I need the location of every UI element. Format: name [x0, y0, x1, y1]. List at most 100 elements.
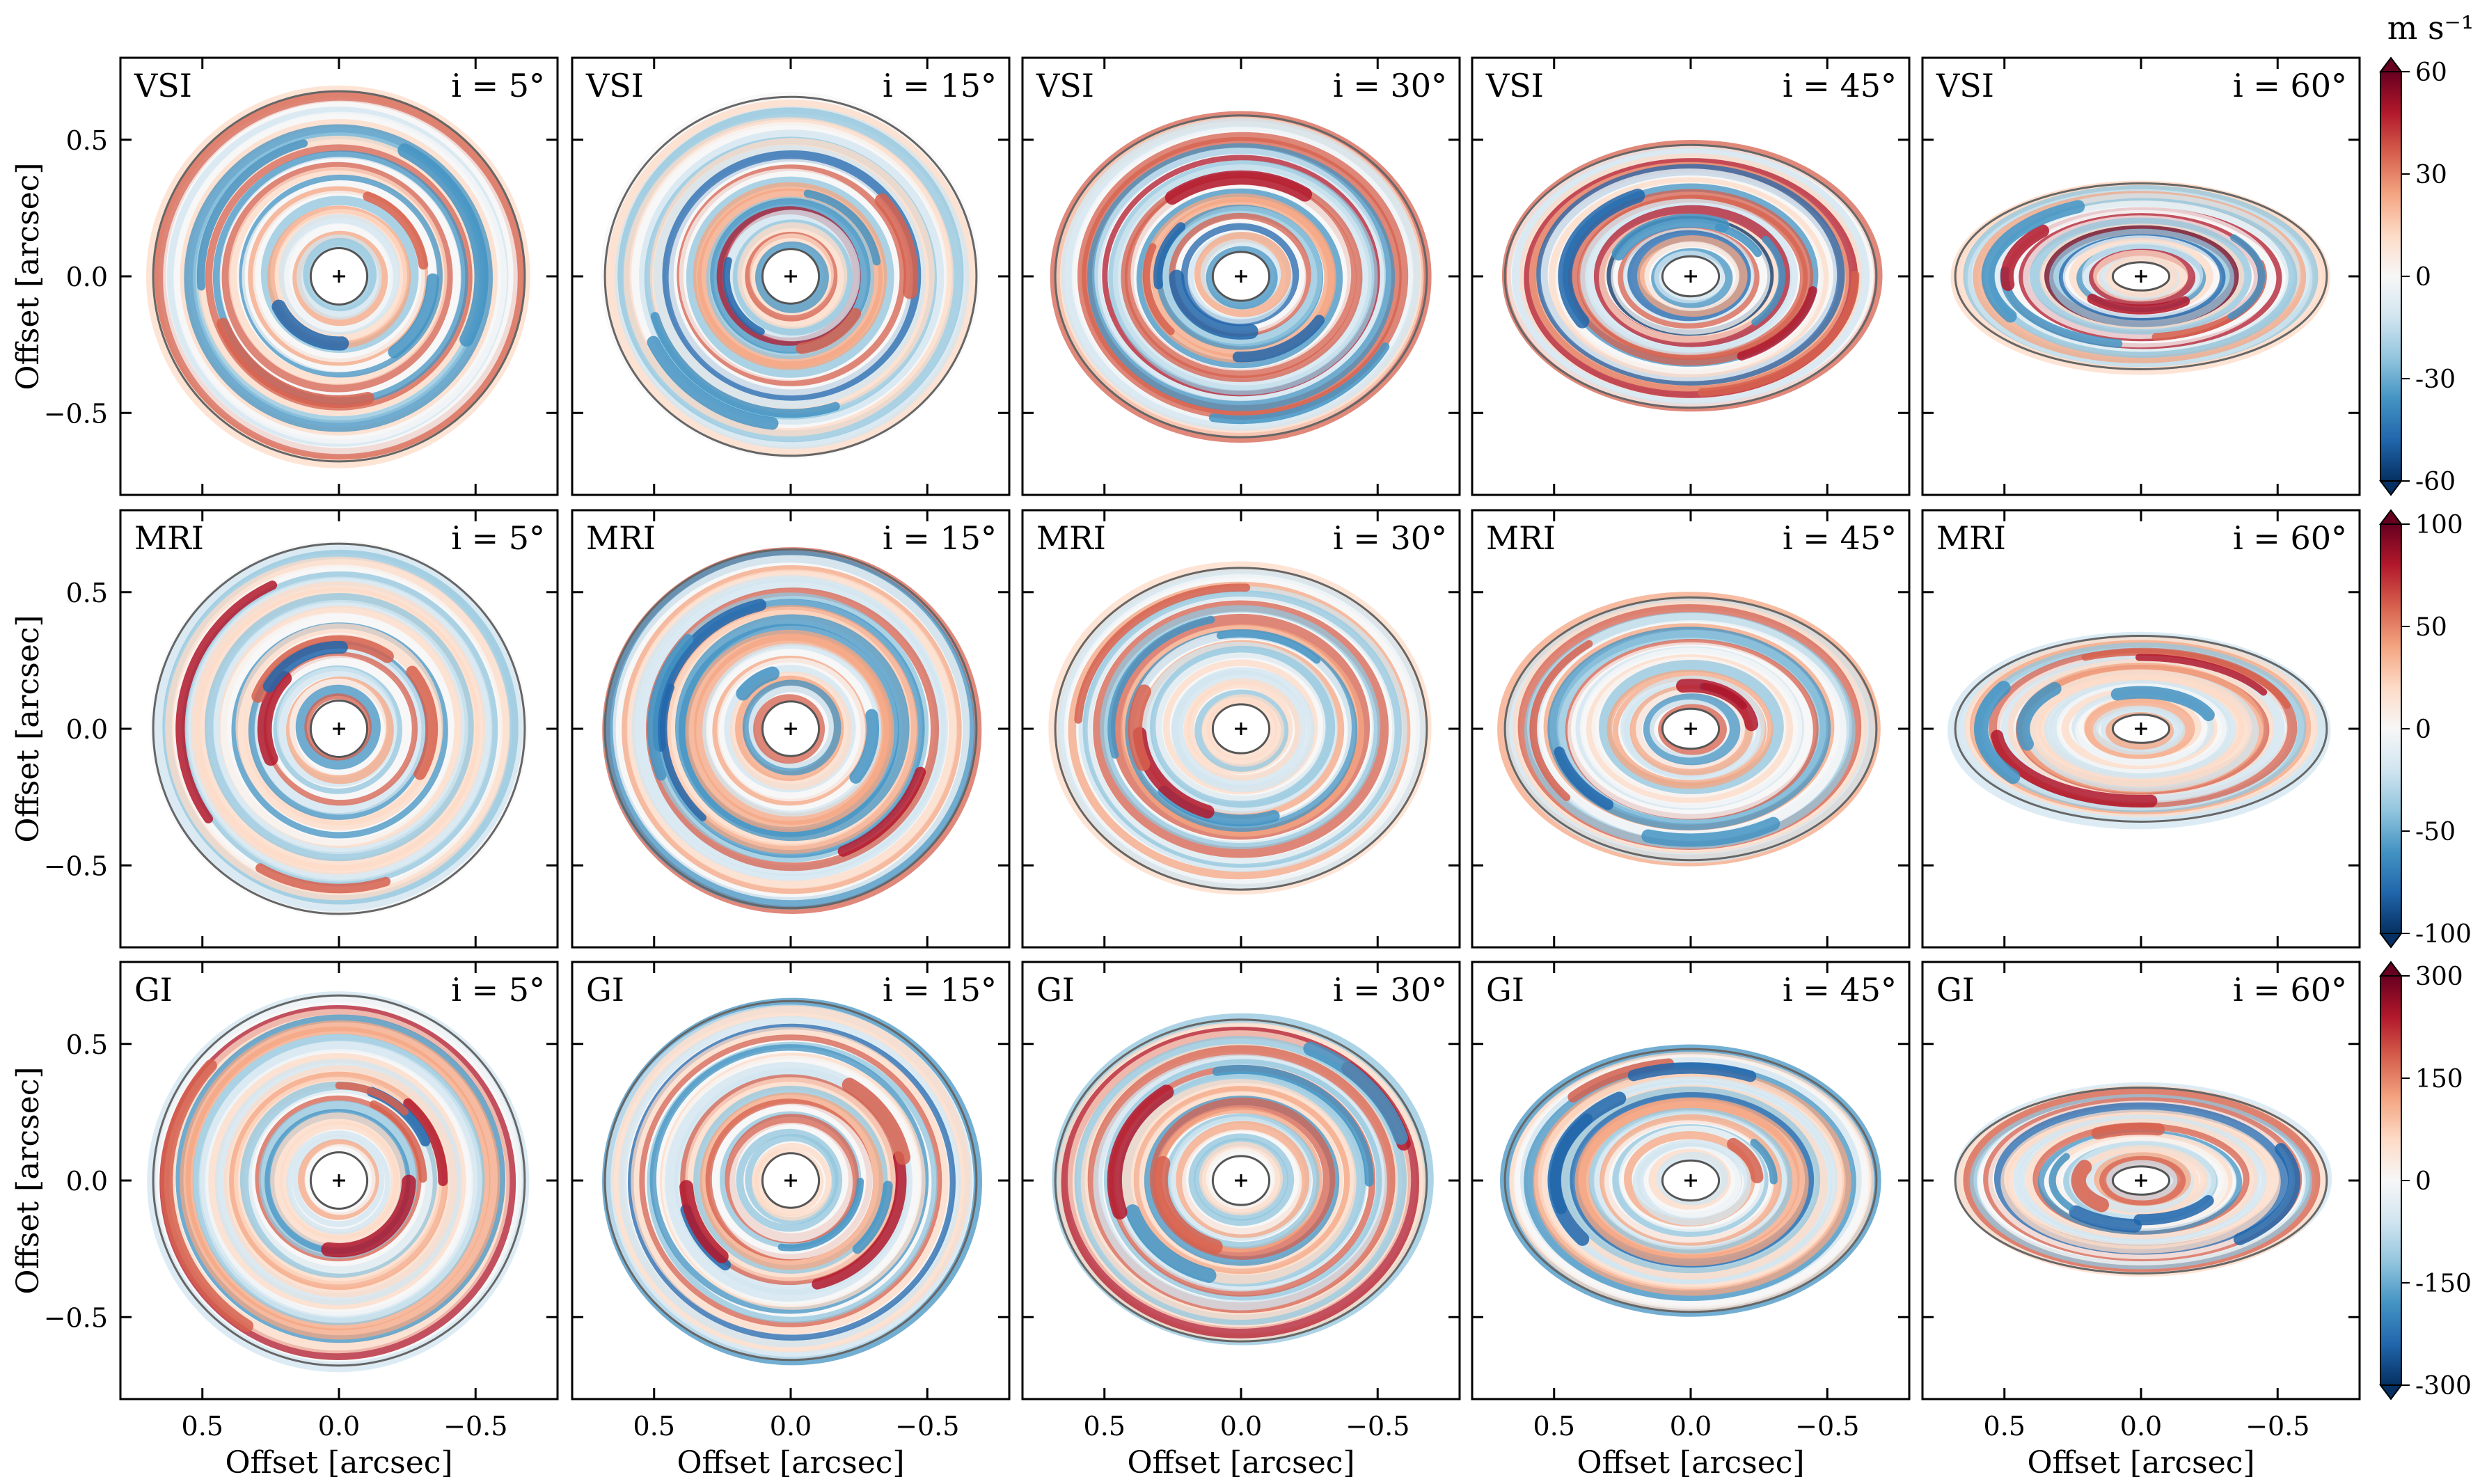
colorbar-tick-label: 150 — [2415, 1065, 2463, 1094]
residual-arc — [255, 863, 391, 894]
residual-band — [228, 166, 448, 385]
panel-vsi-i60: VSI i = 60° — [1921, 56, 2361, 496]
inclination-label: i = 60° — [2233, 519, 2347, 557]
star-marker — [784, 270, 797, 283]
residual-arc — [1164, 170, 1313, 205]
residual-arc — [1074, 583, 1251, 724]
residual-band — [223, 1065, 457, 1298]
x-tick-label: −0.5 — [2245, 1411, 2309, 1442]
residual-band — [221, 161, 453, 393]
residual-arc — [650, 312, 840, 418]
panel-vsi-i45: VSI i = 45° — [1471, 56, 1911, 496]
star-marker — [333, 270, 345, 283]
residual-band — [1112, 164, 1372, 390]
residual-band — [1136, 188, 1343, 369]
residual-band — [639, 129, 945, 425]
disk-outline — [152, 542, 526, 915]
x-tick-label: 0.5 — [633, 1411, 675, 1442]
disk-outline — [1054, 567, 1428, 891]
disk-outline — [1503, 596, 1878, 862]
disk-outline — [1954, 1087, 2328, 1274]
residual-band — [180, 1020, 500, 1340]
residual-band — [2106, 255, 2179, 298]
residual-arc — [216, 317, 374, 409]
residual-arc — [1554, 746, 1614, 810]
disk-outline — [1054, 1018, 1428, 1343]
residual-band — [628, 1023, 956, 1341]
residual-arc — [1702, 682, 1748, 710]
model-label: MRI — [1486, 519, 1556, 557]
residual-band — [700, 1092, 883, 1270]
residual-band — [712, 1103, 874, 1260]
residual-arc — [1216, 630, 1321, 664]
residual-arc — [257, 671, 292, 766]
residual-arc — [2227, 234, 2266, 320]
colorbar-tick-label: -30 — [2415, 365, 2456, 394]
colorbar-tick-label: 300 — [2415, 963, 2463, 991]
residual-band — [220, 613, 455, 846]
disk-outline — [1054, 114, 1428, 439]
colorbar-tick-label: 0 — [2415, 1167, 2431, 1196]
colorbar-tick-label: -60 — [2415, 468, 2456, 496]
residual-arc — [722, 257, 765, 336]
disk-outline — [1503, 143, 1878, 409]
residual-band — [717, 658, 866, 802]
model-label: GI — [134, 971, 173, 1009]
model-label: VSI — [1485, 67, 1544, 104]
residual-arc — [1529, 640, 1593, 802]
residual-arc — [874, 193, 919, 299]
residual-arc — [1751, 235, 1786, 326]
residual-arc — [796, 308, 862, 354]
residual-arc — [370, 1100, 427, 1183]
residual-band — [697, 188, 883, 368]
inclination-label: i = 5° — [451, 519, 545, 557]
colorbar-tick-label: 60 — [2415, 58, 2447, 87]
colorbar-gradient — [2380, 975, 2402, 1386]
disk-outline — [603, 548, 978, 910]
residual-arc — [2069, 1205, 2142, 1233]
residual-arc — [321, 1174, 416, 1258]
x-axis-label: Offset [arcsec] — [1577, 1445, 1804, 1481]
y-axis-label: Offset [arcsec] — [10, 615, 46, 842]
residual-band — [1511, 148, 1870, 404]
residual-band — [280, 1121, 400, 1240]
residual-arc — [2135, 654, 2268, 696]
inclination-label: i = 15° — [883, 519, 997, 557]
residual-arc — [1153, 1155, 1223, 1254]
colorbar-extend-top — [2379, 509, 2403, 525]
x-tick-label: 0.5 — [1984, 1411, 2025, 1442]
residual-band — [270, 1112, 406, 1248]
residual-band — [1606, 670, 1774, 789]
colorbar-tick-label: 50 — [2415, 613, 2447, 642]
residual-arc — [1153, 222, 1186, 290]
y-tick-label: −0.5 — [44, 1302, 108, 1333]
residual-band — [304, 1144, 376, 1215]
residual-arc — [388, 273, 439, 358]
residual-arc — [1558, 189, 1645, 329]
residual-arc — [335, 1082, 409, 1116]
residual-arc — [849, 709, 880, 784]
inclination-label: i = 15° — [883, 67, 997, 104]
residual-band — [1061, 118, 1421, 431]
colorbar-gi: 300 150 0 -150 -300 — [2379, 961, 2472, 1400]
residual-band — [639, 1034, 942, 1327]
residual-arc — [403, 1098, 448, 1186]
residual-arc — [2081, 648, 2291, 709]
star-marker — [1235, 723, 1247, 735]
residual-arc — [1727, 1137, 1764, 1184]
x-tick-label: 0.5 — [1084, 1411, 1126, 1442]
x-tick-label: −0.5 — [443, 1411, 507, 1442]
x-tick-label: 0.5 — [182, 1411, 223, 1442]
residual-arc — [1547, 1091, 1627, 1246]
residual-band — [1133, 1086, 1350, 1274]
residual-band — [173, 111, 507, 444]
residual-arc — [271, 299, 349, 351]
y-tick-label: 0.5 — [66, 125, 108, 156]
residual-arc — [1208, 342, 1390, 425]
residual-band — [1120, 624, 1365, 837]
residual-arc — [1981, 200, 2085, 323]
residual-band — [1643, 693, 1741, 766]
